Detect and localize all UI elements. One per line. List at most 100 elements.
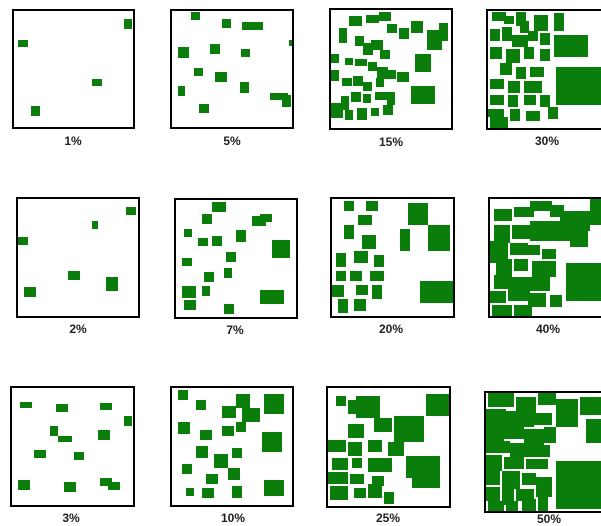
habitat-patch	[351, 92, 361, 102]
habitat-patch	[331, 54, 339, 63]
habitat-patch	[530, 221, 546, 241]
habitat-patch	[510, 277, 528, 289]
habitat-patch	[506, 411, 534, 427]
habitat-patch	[344, 225, 354, 239]
habitat-patch	[332, 285, 344, 297]
habitat-patch	[420, 281, 453, 303]
habitat-patch	[242, 22, 263, 30]
habitat-patch	[182, 286, 196, 298]
habitat-patch	[526, 459, 548, 469]
habitat-patch	[387, 24, 397, 33]
caption-3pct: 3%	[62, 511, 80, 525]
habitat-patch	[514, 207, 534, 217]
habitat-patch	[200, 430, 212, 440]
habitat-patch	[355, 59, 367, 66]
habitat-patch	[368, 62, 377, 71]
habitat-patch	[74, 452, 84, 460]
habitat-patch	[516, 67, 526, 79]
habitat-patch	[415, 54, 431, 72]
habitat-patch	[510, 243, 528, 255]
habitat-patch	[374, 255, 384, 267]
habitat-patch	[202, 488, 214, 498]
habitat-patch	[264, 394, 284, 414]
habitat-patch	[387, 70, 396, 79]
habitat-patch	[212, 236, 222, 246]
habitat-patch	[486, 455, 502, 471]
caption-7pct: 7%	[226, 323, 244, 337]
habitat-patch	[504, 427, 524, 439]
panel-30pct	[486, 9, 601, 130]
habitat-patch	[411, 86, 435, 104]
habitat-patch	[399, 28, 409, 39]
habitat-patch	[383, 105, 393, 115]
habitat-patch	[338, 299, 348, 313]
habitat-patch	[100, 403, 112, 410]
panel-50pct	[484, 391, 601, 513]
habitat-patch	[490, 47, 502, 59]
habitat-patch	[439, 23, 448, 41]
habitat-patch	[490, 117, 508, 128]
habitat-patch	[492, 12, 506, 21]
habitat-patch	[510, 109, 520, 121]
panel-40pct	[488, 197, 601, 318]
habitat-patch	[363, 43, 373, 55]
habitat-patch	[486, 427, 504, 441]
panel-3pct	[10, 386, 135, 507]
habitat-patch	[331, 103, 343, 118]
habitat-patch	[534, 413, 552, 425]
habitat-patch	[580, 397, 601, 415]
habitat-patch	[92, 221, 98, 229]
habitat-patch	[377, 67, 388, 79]
habitat-patch	[262, 432, 282, 452]
habitat-patch	[506, 49, 520, 63]
habitat-patch	[406, 456, 440, 478]
habitat-patch	[350, 474, 364, 484]
habitat-patch	[328, 472, 348, 484]
habitat-patch	[236, 422, 246, 432]
habitat-patch	[56, 404, 68, 412]
habitat-patch	[502, 27, 512, 41]
habitat-patch	[530, 67, 544, 77]
habitat-patch	[222, 406, 236, 418]
habitat-patch	[20, 402, 32, 408]
habitat-patch	[550, 295, 562, 307]
habitat-patch	[178, 47, 189, 58]
habitat-patch	[178, 422, 190, 434]
habitat-patch	[241, 49, 250, 57]
habitat-patch	[427, 30, 442, 50]
habitat-patch	[282, 95, 291, 107]
habitat-patch	[222, 426, 234, 436]
habitat-patch	[339, 28, 347, 43]
habitat-patch	[332, 458, 348, 470]
habitat-patch	[380, 50, 390, 59]
habitat-patch	[526, 245, 540, 255]
habitat-patch	[586, 419, 601, 443]
habitat-patch	[411, 21, 423, 33]
habitat-patch	[92, 79, 102, 86]
habitat-patch	[341, 96, 349, 110]
habitat-patch	[375, 92, 387, 100]
habitat-patch	[199, 104, 209, 113]
habitat-patch	[508, 95, 518, 107]
panel-5pct	[170, 9, 294, 129]
habitat-patch	[348, 442, 362, 456]
caption-5pct: 5%	[223, 134, 241, 148]
habitat-patch	[215, 72, 227, 82]
caption-20pct: 20%	[378, 322, 404, 336]
habitat-patch	[540, 49, 550, 61]
habitat-patch	[357, 108, 367, 120]
habitat-patch	[528, 277, 550, 291]
habitat-patch	[182, 258, 192, 266]
habitat-patch	[272, 240, 290, 258]
habitat-patch	[355, 36, 364, 46]
habitat-patch	[490, 291, 506, 303]
habitat-patch	[270, 93, 288, 100]
habitat-patch	[356, 396, 380, 418]
habitat-patch	[532, 445, 550, 457]
habitat-patch	[350, 271, 362, 281]
habitat-patch	[18, 237, 28, 245]
habitat-patch	[544, 427, 556, 443]
habitat-patch	[486, 471, 500, 485]
panel-20pct	[330, 197, 455, 318]
habitat-patch	[512, 35, 528, 47]
